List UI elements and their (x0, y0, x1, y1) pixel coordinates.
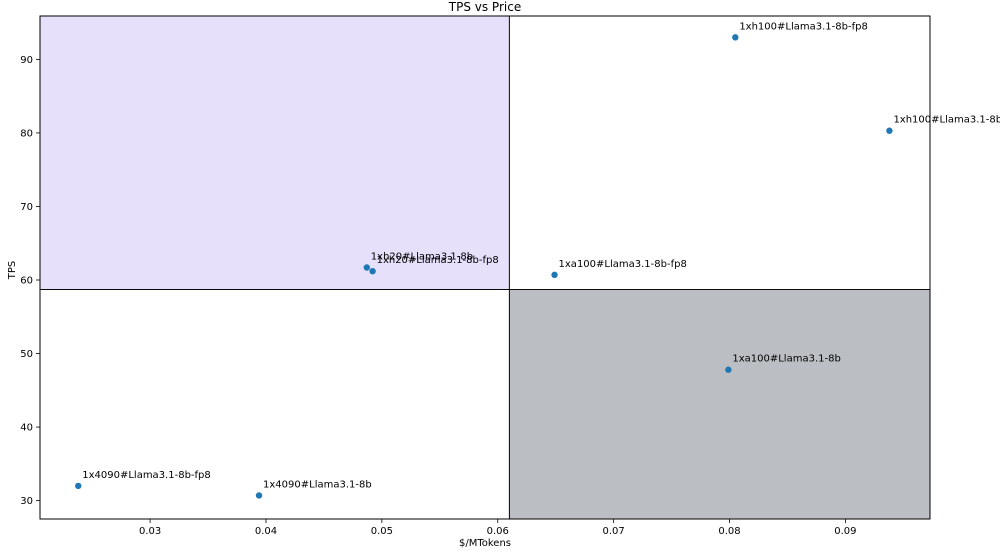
y-axis-label: TPS (7, 261, 18, 281)
data-point (369, 267, 376, 275)
y-tick-label: 30 (20, 496, 33, 507)
data-point (255, 492, 263, 499)
x-tick-label: 0.08 (718, 526, 740, 537)
y-tick-label: 60 (20, 276, 33, 287)
data-point-label: 1xh20#Llama3.1-8b-fp8 (377, 255, 499, 266)
chart-title: TPS vs Price (448, 0, 521, 14)
x-axis-label: $/MTokens (459, 538, 511, 549)
data-point-label: 1xh20#Llama3.1-8b (371, 252, 473, 263)
data-point-label: 1xh100#Llama3.1-8b (893, 115, 1000, 126)
data-point (886, 127, 893, 134)
x-tick-label: 0.03 (139, 526, 161, 537)
data-point-label: 1x4090#Llama3.1-8b-fp8 (82, 470, 211, 481)
data-point-label: 1xa100#Llama3.1-8b-fp8 (559, 259, 687, 270)
quadrant-top-left (39, 15, 510, 290)
data-point (551, 271, 558, 279)
y-tick-label: 80 (20, 128, 33, 139)
data-point-label: 1xh100#Llama3.1-8b-fp8 (739, 21, 868, 32)
y-tick-label: 50 (20, 349, 33, 360)
plot-frame (39, 15, 931, 520)
data-point (725, 366, 732, 373)
x-tick-label: 0.06 (487, 526, 509, 537)
data-point (732, 34, 739, 41)
data-point (363, 264, 370, 271)
data-point-label: 1xa100#Llama3.1-8b (732, 354, 840, 365)
data-point-label: 1x4090#Llama3.1-8b (263, 479, 372, 490)
x-tick-label: 0.09 (834, 526, 856, 537)
y-tick-label: 40 (20, 423, 33, 434)
x-tick-label: 0.04 (255, 526, 277, 537)
quadrant-bottom-right (508, 289, 931, 520)
data-point (75, 482, 82, 490)
y-tick-label: 90 (20, 55, 33, 66)
x-tick-label: 0.05 (371, 526, 393, 537)
x-tick-label: 0.07 (603, 526, 625, 537)
y-tick-label: 70 (20, 202, 33, 213)
